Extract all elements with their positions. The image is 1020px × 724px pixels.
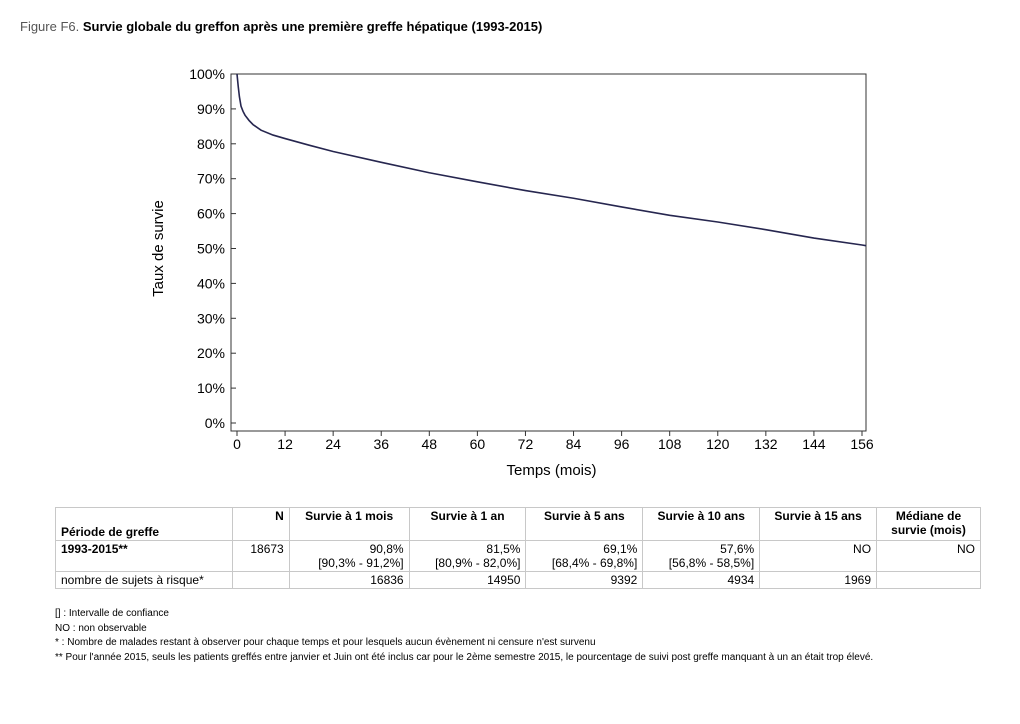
footnotes: [] : Intervalle de confiance NO : non ob… bbox=[55, 607, 873, 665]
note-risk: * : Nombre de malades restant à observer… bbox=[55, 637, 596, 648]
table-row: nombre de sujets à risque* 16836 14950 9… bbox=[55, 571, 981, 589]
note-no: NO : non observable bbox=[55, 622, 147, 634]
risk-10-years: 4934 bbox=[642, 571, 761, 589]
header-10-years: Survie à 10 ans bbox=[642, 507, 761, 541]
y-tick-label: 90% bbox=[197, 101, 225, 117]
ci: [68,4% - 69,8%] bbox=[551, 556, 638, 570]
cell-median: NO bbox=[876, 540, 981, 572]
figure-title: Figure F6. Survie globale du greffon apr… bbox=[20, 19, 542, 34]
header-period: Période de greffe bbox=[55, 507, 233, 541]
x-tick-label: 108 bbox=[658, 436, 682, 452]
x-tick-label: 120 bbox=[706, 436, 730, 452]
header-5-years: Survie à 5 ans bbox=[525, 507, 644, 541]
x-tick-label: 72 bbox=[518, 436, 534, 452]
cell-10-years: 57,6% [56,8% - 58,5%] bbox=[642, 540, 761, 572]
x-tick-label: 84 bbox=[566, 436, 582, 452]
x-tick-label: 12 bbox=[277, 436, 293, 452]
cell-5-years: 69,1% [68,4% - 69,8%] bbox=[525, 540, 644, 572]
x-tick-label: 96 bbox=[614, 436, 630, 452]
value: 90,8% bbox=[369, 542, 404, 556]
y-tick-label: 30% bbox=[197, 310, 225, 326]
y-axis-label: Taux de survie bbox=[150, 200, 167, 297]
survival-curve bbox=[236, 73, 867, 247]
y-tick-label: 100% bbox=[189, 66, 225, 82]
y-tick-label: 80% bbox=[197, 136, 225, 152]
risk-n bbox=[231, 571, 290, 589]
table-row: 1993-2015** 18673 90,8% [90,3% - 91,2%] 8… bbox=[55, 540, 981, 572]
y-tick-label: 70% bbox=[197, 171, 225, 187]
value: 69,1% bbox=[603, 542, 638, 556]
header-1-year: Survie à 1 an bbox=[408, 507, 527, 541]
x-tick-label: 60 bbox=[470, 436, 486, 452]
risk-1-month: 16836 bbox=[288, 571, 410, 589]
x-tick-label: 132 bbox=[754, 436, 778, 452]
header-1-month: Survie à 1 mois bbox=[288, 507, 410, 541]
x-tick-label: 36 bbox=[373, 436, 389, 452]
table-header-row: Période de greffe N Survie à 1 mois Surv… bbox=[55, 507, 981, 541]
figure-title-text: Survie globale du greffon après une prem… bbox=[82, 19, 543, 34]
x-axis: 0 12 24 36 48 60 72 84 96 108 120 132 144 156 bbox=[233, 431, 874, 452]
x-tick-label: 0 bbox=[233, 436, 241, 452]
y-tick-label: 60% bbox=[197, 206, 225, 222]
row-period: 1993-2015** bbox=[55, 540, 233, 572]
ci: [90,3% - 91,2%] bbox=[318, 556, 404, 570]
figure-label: Figure F6. bbox=[20, 19, 80, 34]
value: 81,5% bbox=[486, 542, 521, 556]
x-axis-label: Temps (mois) bbox=[506, 462, 596, 479]
header-15-years: Survie à 15 ans bbox=[759, 507, 878, 541]
note-2015: ** Pour l'année 2015, seuls les patients… bbox=[55, 651, 874, 663]
x-tick-label: 144 bbox=[802, 436, 826, 452]
x-tick-label: 156 bbox=[850, 436, 874, 452]
plot-frame bbox=[230, 73, 867, 432]
y-tick-label: 40% bbox=[197, 275, 225, 291]
x-tick-label: 24 bbox=[325, 436, 341, 452]
row-n: 18673 bbox=[231, 540, 290, 572]
cell-1-month: 90,8% [90,3% - 91,2%] bbox=[288, 540, 410, 572]
note-ci: [] : Intervalle de confiance bbox=[55, 608, 169, 619]
risk-5-years: 9392 bbox=[525, 571, 644, 589]
y-tick-label: 0% bbox=[205, 415, 225, 431]
y-axis: 0% 10% 20% 30% 40% 50% 60% 70% 80% 90% 100% bbox=[189, 66, 236, 431]
value: NO bbox=[853, 542, 872, 556]
risk-label: nombre de sujets à risque* bbox=[55, 571, 233, 589]
header-n: N bbox=[231, 507, 290, 541]
value: 57,6% bbox=[720, 542, 755, 556]
header-median: Médiane de survie (mois) bbox=[876, 507, 981, 541]
risk-15-years: 1969 bbox=[759, 571, 878, 589]
survival-chart: 0% 10% 20% 30% 40% 50% 60% 70% 80% 90% 100% 0 12 24 3… bbox=[150, 66, 874, 479]
y-tick-label: 20% bbox=[197, 345, 225, 361]
y-tick-label: 10% bbox=[197, 380, 225, 396]
x-tick-label: 48 bbox=[422, 436, 438, 452]
series-layer bbox=[236, 73, 867, 247]
risk-median bbox=[876, 571, 981, 589]
y-tick-label: 50% bbox=[197, 241, 225, 257]
cell-1-year: 81,5% [80,9% - 82,0%] bbox=[408, 540, 527, 572]
risk-1-year: 14950 bbox=[408, 571, 527, 589]
ci: [80,9% - 82,0%] bbox=[435, 556, 521, 570]
ci: [56,8% - 58,5%] bbox=[668, 556, 755, 570]
cell-15-years: NO bbox=[759, 540, 878, 572]
survival-table: Période de greffe N Survie à 1 mois Surv… bbox=[55, 507, 981, 589]
